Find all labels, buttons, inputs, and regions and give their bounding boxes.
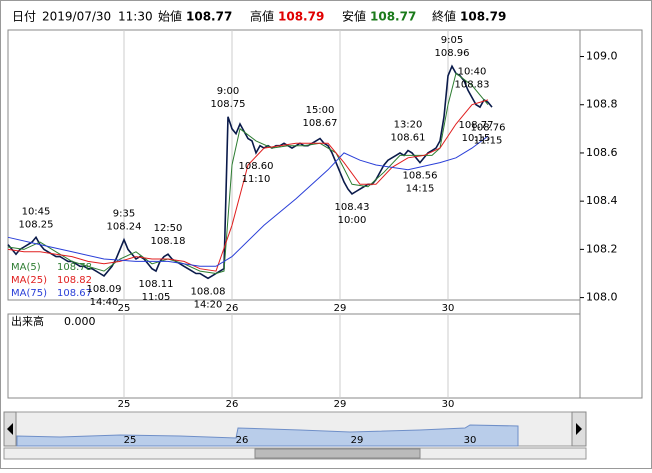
annotation-price: 108.67 [303,118,338,129]
annotation-time: 10:40 [458,67,487,78]
axis-panel [579,29,643,399]
annotation-price: 108.83 [455,80,490,91]
time: 11:30 [118,10,153,24]
legend-name: MA(75) [11,288,47,299]
legend-value: 108.67 [57,288,92,299]
annotation-time: 9:00 [217,86,239,97]
x-tick-label: 26 [226,399,239,410]
annotation-time: 10:15 [462,133,491,144]
annotation-price: 108.96 [435,48,470,59]
open: 108.77 [186,10,232,24]
annotation-price: 108.08 [191,286,226,297]
price-panel [7,29,581,301]
annotation-time: 14:15 [406,184,435,195]
annotation-time: 14:40 [90,297,119,308]
close-label: 終値 [432,9,456,24]
x-tick-label: 29 [334,399,347,410]
annotation-price: 108.24 [107,222,142,233]
navigator-label: 30 [464,435,477,446]
annotation-price: 108.11 [139,279,174,290]
annotation-price: 108.43 [335,202,370,213]
navigator-label: 25 [124,435,137,446]
x-tick-label: 29 [334,303,347,314]
annotation-time: 13:20 [394,120,423,131]
navigator-label: 29 [351,435,364,446]
y-tick-label: 108.8 [586,98,618,111]
y-tick-label: 108.2 [586,242,618,255]
legend-value: 108.82 [57,275,92,286]
annotation-price: 108.18 [151,236,186,247]
high-label: 高値 [250,9,274,24]
annotation-time: 12:50 [154,223,183,234]
annotation-time: 11:15 [474,135,503,146]
y-tick-label: 108.4 [586,194,618,207]
arrow-right [576,423,582,435]
y-tick-label: 109.0 [586,50,618,63]
annotation-time: 11:10 [242,174,271,185]
arrow-left [7,423,13,435]
volume-value: 0.000 [64,315,96,328]
price-line [7,64,493,280]
navigator-label: 26 [236,435,249,446]
legend-name: MA(25) [11,275,47,286]
high: 108.79 [278,10,324,24]
x-tick-label: 25 [118,399,131,410]
close: 108.79 [460,10,506,24]
annotation-price: 108.56 [403,171,438,182]
y-tick-label: 108.0 [586,291,618,304]
annotation-time: 9:35 [113,209,135,220]
annotation-time: 10:00 [338,215,367,226]
annotation-time: 15:00 [306,105,335,116]
annotation-price: 108.76 [471,122,506,133]
open-label: 始値 [158,9,182,24]
annotation-price: 108.60 [239,161,274,172]
low: 108.77 [370,10,416,24]
annotation-time: 10:45 [22,206,51,217]
date-label: 日付 [12,10,36,24]
annotation-time: 9:05 [441,35,463,46]
low-label: 安値 [342,9,366,24]
volume-panel [7,313,581,399]
annotation-price: 108.75 [211,99,246,110]
x-tick-label: 25 [118,303,131,314]
annotation-price: 108.61 [391,133,426,144]
annotation-price: 108.77 [459,120,494,131]
annotation-price: 108.09 [87,284,122,295]
y-tick-label: 108.6 [586,146,618,159]
annotation-time: 11:05 [142,292,171,303]
x-tick-label: 30 [442,399,455,410]
ma-line [7,99,489,272]
legend-name: MA(5) [11,262,41,273]
navigator-area [16,424,519,447]
ma-line [7,135,489,267]
x-tick-label: 26 [226,303,239,314]
annotation-price: 108.25 [19,219,54,230]
date: 2019/07/30 [42,10,111,24]
x-tick-label: 30 [442,303,455,314]
hscroll-thumb[interactable] [254,448,421,459]
legend-value: 108.78 [57,262,92,273]
annotation-time: 14:20 [194,299,223,310]
volume-label: 出来高 [11,314,44,328]
